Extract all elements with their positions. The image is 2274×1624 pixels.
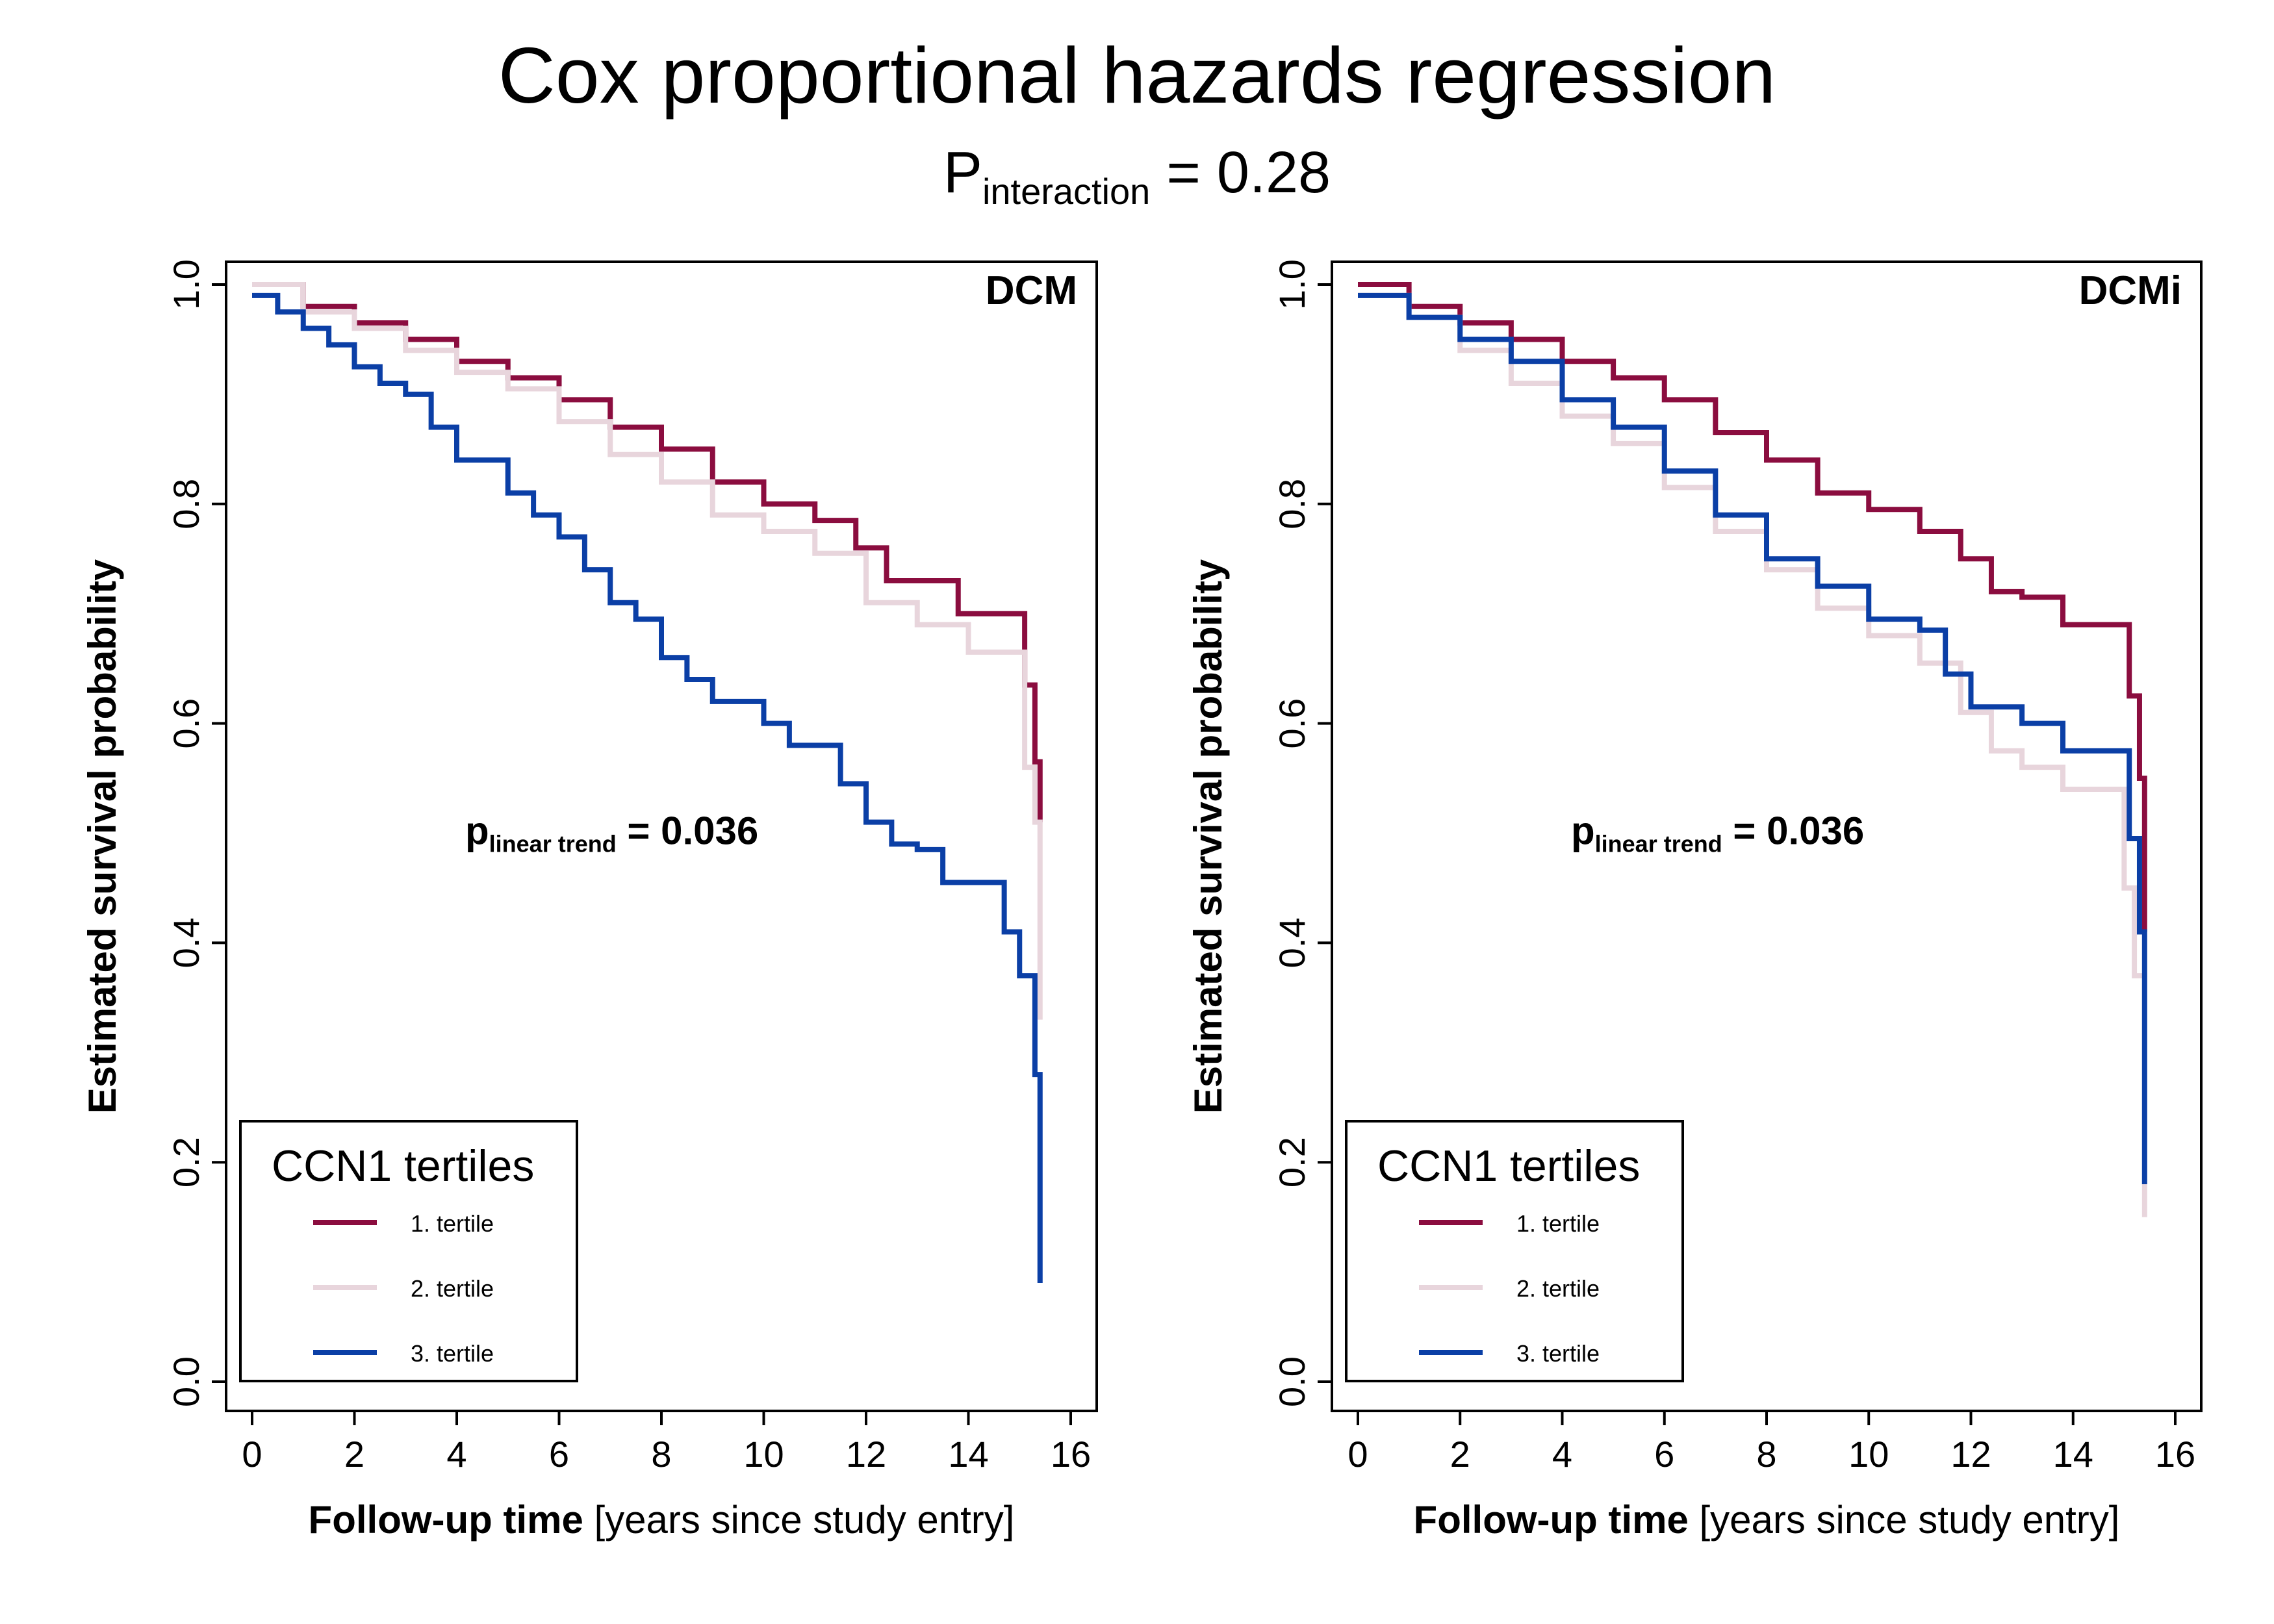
- y-tick-label: 0.0: [1271, 1356, 1312, 1407]
- x-tick-label: 6: [549, 1434, 569, 1475]
- p-trend-value: = 0.036: [1722, 809, 1865, 852]
- panel-dcmi: 0 2 4 6 8 10 12 14 16 0.0 0.2 0.4 0.6 0.8 1.0 Follow-up…: [1186, 259, 2203, 1542]
- x-tick-label: 14: [948, 1434, 988, 1475]
- x-tick-label: 0: [242, 1434, 262, 1475]
- legend: CCN1 tertiles 1. tertile 2. tertile 3. tert…: [1345, 1120, 1684, 1382]
- x-tick-label: 16: [2155, 1434, 2195, 1475]
- p-trend-value: = 0.036: [617, 809, 759, 852]
- x-tick-label: 0: [1348, 1434, 1368, 1475]
- x-tick-label: 4: [446, 1434, 466, 1475]
- x-tick-label: 4: [1552, 1434, 1572, 1475]
- y-tick-label: 0.4: [1271, 917, 1312, 968]
- x-axis-label-bold: Follow-up time: [1414, 1498, 1689, 1542]
- p-trend-main: p: [465, 809, 489, 852]
- legend-label-tertile-3: 3. tertile: [1516, 1340, 1600, 1367]
- legend-box: [1345, 1120, 1684, 1382]
- survival-curve-tertile-3: [252, 292, 1043, 1283]
- panel-label: DCMi: [2079, 268, 2182, 313]
- y-tick-label: 0.0: [166, 1356, 207, 1407]
- y-tick-label: 0.6: [1271, 698, 1312, 749]
- x-axis-label-rest: [years since study entry]: [1689, 1498, 2120, 1542]
- legend: CCN1 tertiles 1. tertile 2. tertile 3. tert…: [239, 1120, 578, 1382]
- y-tick-label: 0.6: [166, 698, 207, 749]
- figure-subtitle: Pinteraction = 0.28: [943, 140, 1331, 212]
- p-trend-sub: linear trend: [1595, 830, 1722, 857]
- x-axis-label: Follow-up time [years since study entry]: [1414, 1498, 2120, 1542]
- x-tick-label: 2: [1450, 1434, 1470, 1475]
- subtitle-main: P: [943, 140, 982, 205]
- x-tick-label: 16: [1051, 1434, 1091, 1475]
- figure-title: Cox proportional hazards regression: [498, 31, 1776, 120]
- y-tick-label: 1.0: [1271, 259, 1312, 310]
- x-axis-label-bold: Follow-up time: [309, 1498, 583, 1542]
- y-axis-label: Estimated survival probability: [1186, 559, 1230, 1113]
- y-tick-label: 0.2: [166, 1137, 207, 1187]
- x-tick-label: 14: [2053, 1434, 2093, 1475]
- y-tick-label: 1.0: [166, 259, 207, 310]
- x-tick-label: 8: [1756, 1434, 1776, 1475]
- legend-title: CCN1 tertiles: [272, 1141, 534, 1191]
- p-trend-annotation: plinear trend = 0.036: [1571, 809, 1864, 857]
- x-tick-label: 12: [1950, 1434, 1991, 1475]
- legend-label-tertile-1: 1. tertile: [411, 1210, 494, 1237]
- y-tick-label: 0.4: [166, 917, 207, 968]
- p-trend-annotation: plinear trend = 0.036: [465, 809, 758, 857]
- y-tick-label: 0.2: [1271, 1137, 1312, 1187]
- x-tick-label: 2: [344, 1434, 364, 1475]
- x-axis-label-rest: [years since study entry]: [583, 1498, 1015, 1542]
- y-tick-label: 0.8: [1271, 479, 1312, 529]
- survival-curve-tertile-2: [252, 282, 1043, 1020]
- x-axis-label: Follow-up time [years since study entry]: [309, 1498, 1015, 1542]
- legend-label-tertile-1: 1. tertile: [1516, 1210, 1600, 1237]
- x-tick-label: 8: [651, 1434, 671, 1475]
- survival-curve-tertile-2: [1358, 292, 2147, 1217]
- subtitle-sub: interaction: [982, 171, 1150, 212]
- p-trend-sub: linear trend: [489, 830, 617, 857]
- p-trend-main: p: [1571, 809, 1595, 852]
- x-tick-label: 6: [1654, 1434, 1674, 1475]
- y-tick-label: 0.8: [166, 479, 207, 529]
- panel-dcm: 0 2 4 6 8 10 12 14 16 0.0 0.2 0.4 0.6 0.8 1.0 Follow-up…: [81, 259, 1098, 1542]
- x-tick-label: 10: [1848, 1434, 1889, 1475]
- legend-label-tertile-3: 3. tertile: [411, 1340, 494, 1367]
- survival-curve-tertile-1: [1358, 282, 2147, 932]
- legend-label-tertile-2: 2. tertile: [1516, 1275, 1600, 1302]
- panel-label: DCM: [986, 268, 1077, 313]
- legend-label-tertile-2: 2. tertile: [411, 1275, 494, 1302]
- x-tick-label: 12: [846, 1434, 886, 1475]
- survival-curve-tertile-3: [1358, 292, 2147, 1184]
- y-axis-label: Estimated survival probability: [81, 559, 124, 1113]
- subtitle-value: = 0.28: [1150, 140, 1331, 205]
- legend-box: [239, 1120, 578, 1382]
- legend-title: CCN1 tertiles: [1377, 1141, 1640, 1191]
- x-tick-label: 10: [743, 1434, 784, 1475]
